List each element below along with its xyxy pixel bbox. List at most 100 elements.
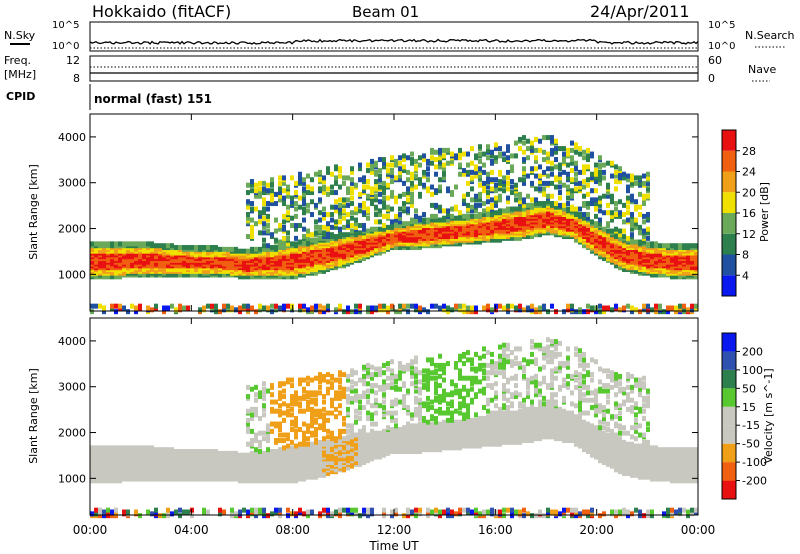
heatmap-cell (346, 212, 350, 218)
heatmap-cell (246, 190, 250, 196)
heatmap-cell (614, 201, 618, 207)
heatmap-cell (378, 168, 382, 174)
heatmap-cell (434, 164, 438, 170)
heatmap-cell (666, 309, 670, 315)
heatmap-cell (270, 197, 274, 203)
heatmap-cell (370, 162, 374, 168)
heatmap-cell (558, 202, 562, 208)
heatmap-cell (262, 246, 266, 252)
heatmap-cell (490, 210, 494, 216)
heatmap-cell (366, 168, 370, 174)
heatmap-cell (574, 171, 578, 177)
heatmap-cell (278, 403, 282, 409)
heatmap-cell (570, 177, 574, 183)
heatmap-cell (310, 199, 314, 205)
heatmap-cell (486, 179, 490, 185)
heatmap-cell (186, 449, 190, 455)
heatmap-cell (402, 201, 406, 207)
heatmap-cell (578, 212, 582, 218)
heatmap-cell (570, 204, 574, 210)
heatmap-cell (422, 157, 426, 163)
heatmap-cell (594, 171, 598, 177)
heatmap-cell (278, 197, 282, 203)
heatmap-cell (486, 303, 490, 309)
heatmap-cell (494, 202, 498, 208)
heatmap-cell (254, 397, 258, 403)
heatmap-cell (534, 186, 538, 192)
heatmap-cell (374, 305, 378, 311)
heatmap-cell (378, 212, 382, 218)
heatmap-cell (594, 305, 598, 311)
heatmap-cell (122, 305, 126, 311)
y-tick-label: 3000 (58, 177, 86, 190)
heatmap-cell (262, 221, 266, 227)
heatmap-cell (350, 210, 354, 216)
heatmap-cell (346, 186, 350, 192)
heatmap-cell (646, 215, 650, 221)
heatmap-cell (282, 438, 286, 444)
heatmap-cell (574, 309, 578, 315)
heatmap-cell (302, 177, 306, 183)
heatmap-cell (546, 173, 550, 179)
heatmap-cell (398, 155, 402, 161)
heatmap-cell (602, 226, 606, 232)
heatmap-cell (378, 184, 382, 190)
heatmap-cell (126, 445, 130, 451)
heatmap-cell (582, 179, 586, 185)
heatmap-cell (542, 201, 546, 207)
heatmap-cell (318, 228, 322, 234)
heatmap-cell (494, 210, 498, 216)
heatmap-cell (374, 179, 378, 185)
heatmap-cell (478, 158, 482, 164)
colorbar-tick-label: 28 (742, 145, 756, 158)
heatmap-cell (346, 223, 350, 229)
heatmap-cell (234, 511, 238, 517)
heatmap-cell (642, 234, 646, 240)
heatmap-cell (414, 184, 418, 190)
heatmap-cell (594, 197, 598, 203)
heatmap-cell (254, 406, 258, 412)
heatmap-cell (270, 193, 274, 199)
heatmap-cell (270, 392, 274, 398)
heatmap-cell (594, 168, 598, 174)
heatmap-cell (350, 309, 354, 315)
heatmap-cell (270, 232, 274, 238)
heatmap-cell (242, 507, 246, 513)
heatmap-cell (250, 179, 254, 185)
heatmap-cell (262, 201, 266, 207)
heatmap-cell (286, 303, 290, 309)
heatmap-cell (426, 177, 430, 183)
heatmap-cell (594, 188, 598, 194)
heatmap-cell (374, 169, 378, 175)
heatmap-cell (314, 230, 318, 236)
heatmap-cell (530, 303, 534, 309)
heatmap-cell (374, 186, 378, 192)
heatmap-cell (638, 224, 642, 230)
heatmap-cell (606, 210, 610, 216)
heatmap-cell (582, 212, 586, 218)
heatmap-cell (606, 190, 610, 196)
heatmap-cell (582, 193, 586, 199)
heatmap-cell (394, 162, 398, 168)
heatmap-cell (470, 146, 474, 152)
heatmap-cell (558, 175, 562, 181)
heatmap-cell (614, 169, 618, 175)
heatmap-cell (470, 213, 474, 219)
heatmap-cell (610, 210, 614, 216)
heatmap-cell (294, 213, 298, 219)
heatmap-cell (338, 303, 342, 309)
heatmap-cell (266, 427, 270, 433)
heatmap-cell (102, 305, 106, 311)
heatmap-cell (518, 199, 522, 205)
heatmap-cell (438, 204, 442, 210)
heatmap-cell (262, 210, 266, 216)
heatmap-cell (534, 173, 538, 179)
heatmap-cell (690, 307, 694, 313)
heatmap-cell (578, 184, 582, 190)
heatmap-cell (474, 173, 478, 179)
heatmap-cell (226, 246, 230, 252)
heatmap-cell (134, 309, 138, 315)
heatmap-cell (450, 206, 454, 212)
heatmap-cell (418, 162, 422, 168)
